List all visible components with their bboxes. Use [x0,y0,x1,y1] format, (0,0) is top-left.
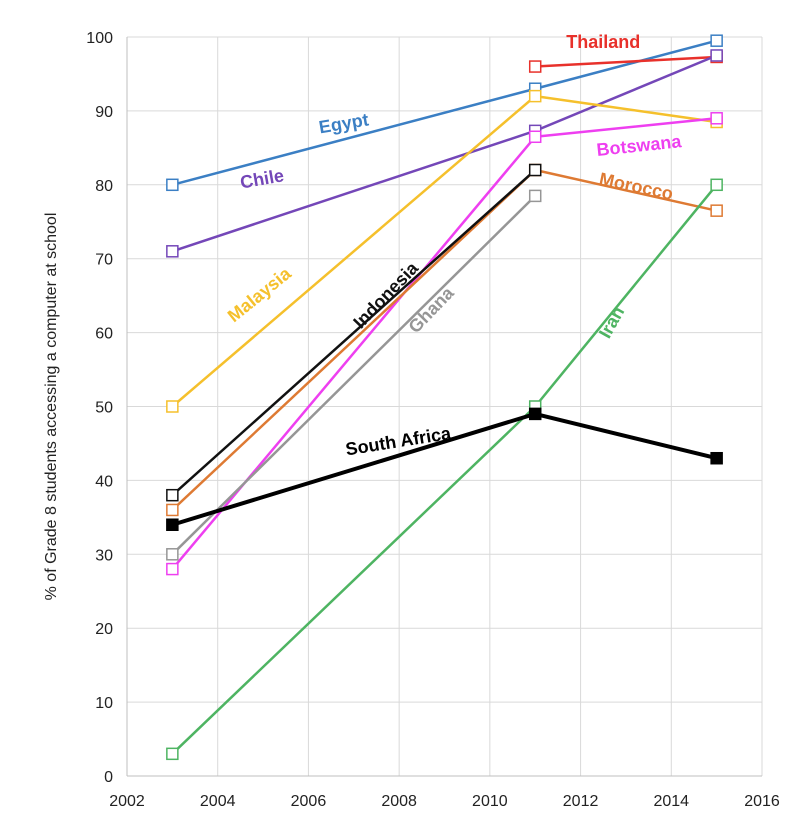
x-tick-label-2012: 2012 [563,793,599,810]
point-thailand-2011 [528,60,542,73]
axes: 0 10 20 30 40 50 60 70 80 90 100 2002 2004 2006 2008 20… [86,30,780,810]
point-botswana-2003 [166,562,179,576]
point-ghana-2003 [166,548,179,561]
series-label-thailand: Thailand [566,32,640,52]
y-axis-title: % of Grade 8 students accessing a comput… [43,213,60,601]
x-tick-label-2016: 2016 [744,793,780,810]
point-iran-2003 [166,747,179,761]
point-chile-2015 [710,49,723,62]
series-label-botswana: Botswana [596,131,684,160]
y-tick-label-50: 50 [95,400,113,417]
y-tick-label-10: 10 [95,695,113,712]
y-tick-label-20: 20 [95,621,113,638]
point-south-africa-2015 [710,451,723,465]
x-tick-label-2014: 2014 [653,793,689,810]
x-tick-label-2002: 2002 [109,793,145,810]
series-markers [166,34,723,761]
point-ghana-2011 [528,189,542,203]
y-tick-label-0: 0 [104,769,113,786]
y-tick-label-90: 90 [95,104,113,121]
point-south-africa-2003 [166,518,179,531]
point-chile-2003 [166,245,179,258]
point-morocco-2003 [166,503,179,517]
point-malaysia-2011 [528,89,542,103]
point-botswana-2015 [710,112,723,125]
y-tick-label-40: 40 [95,473,113,490]
series-line-ghana [171,194,537,556]
series-line-indonesia [171,169,537,497]
series-line-morocco [171,168,717,511]
y-tick-label-100: 100 [86,30,113,47]
series-line-iran [171,184,718,755]
y-tick-label-30: 30 [95,547,113,564]
point-indonesia-2011 [528,163,542,177]
y-tick-label-70: 70 [95,252,113,269]
x-tick-label-2004: 2004 [200,793,236,810]
series-label-chile: Chile [239,165,286,192]
y-tick-label-60: 60 [95,326,113,343]
point-iran-2015 [710,178,723,192]
point-egypt-2003 [166,178,179,192]
point-south-africa-2011 [528,407,542,421]
x-tick-label-2010: 2010 [472,793,508,810]
series-label-morocco: Morocco [597,169,675,204]
series-label-ghana: Ghana [404,282,458,337]
point-egypt-2015 [710,34,723,47]
series-label-egypt: Egypt [317,109,370,137]
x-tick-label-2008: 2008 [381,793,417,810]
point-botswana-2011 [528,130,542,144]
series-label-iran: Iran [595,303,628,342]
y-tick-label-80: 80 [95,178,113,195]
series-label-malaysia: Malaysia [224,263,296,326]
point-malaysia-2003 [166,400,179,413]
point-morocco-2015 [710,204,723,217]
point-indonesia-2003 [166,488,179,502]
x-tick-label-2006: 2006 [291,793,327,810]
series-line-thailand [535,55,717,68]
